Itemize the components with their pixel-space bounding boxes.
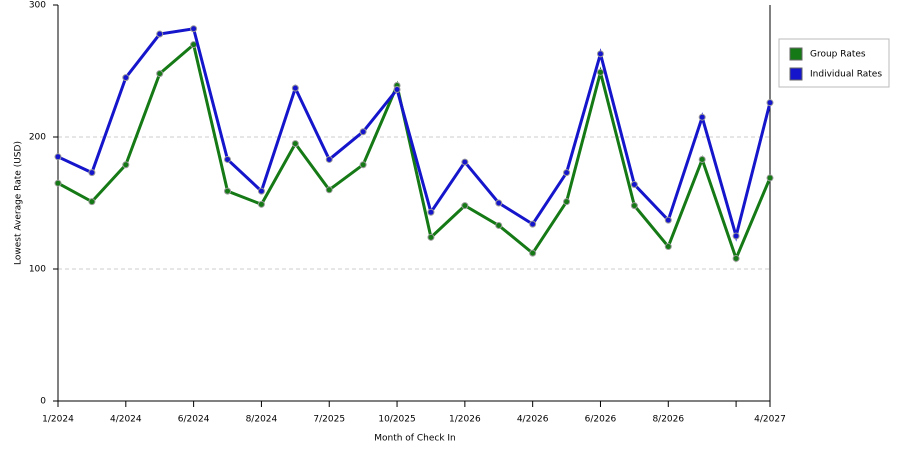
legend-swatch [789, 47, 803, 61]
series-line [57, 41, 772, 263]
x-tick-label: 7/2025 [313, 415, 345, 425]
point [766, 99, 774, 107]
point [291, 140, 299, 148]
point [563, 198, 571, 206]
point [257, 200, 265, 208]
y-tick-label: 300 [29, 1, 46, 11]
x-tick-label: 4/2027 [754, 415, 786, 425]
point [156, 30, 164, 38]
x-tick-label: 1/2024 [42, 415, 74, 425]
y-tick-label: 100 [29, 265, 46, 275]
point [698, 155, 706, 163]
point [88, 169, 96, 177]
point [224, 187, 232, 195]
point [529, 220, 537, 228]
x-tick-label: 4/2024 [110, 415, 142, 425]
point [88, 198, 96, 206]
point [563, 169, 571, 177]
point [766, 174, 774, 182]
point [596, 50, 604, 58]
point [529, 249, 537, 257]
point [495, 199, 503, 207]
point [156, 70, 164, 78]
x-tick-label: 6/2026 [585, 415, 617, 425]
point [698, 113, 706, 121]
legend-swatch [789, 67, 803, 81]
point [359, 128, 367, 136]
point [664, 243, 672, 251]
y-axis-label: Lowest Average Rate (USD) [14, 141, 24, 265]
point [732, 254, 740, 262]
series-line [57, 27, 772, 242]
point [427, 208, 435, 216]
point [122, 74, 130, 82]
point [325, 186, 333, 194]
x-tick-label: 8/2026 [652, 415, 684, 425]
x-axis-label: Month of Check In [374, 434, 456, 444]
point [190, 25, 198, 33]
y-tick-label: 200 [29, 133, 46, 143]
point [427, 233, 435, 241]
x-tick-label: 8/2024 [246, 415, 278, 425]
x-tick-label: 1/2026 [449, 415, 481, 425]
point [630, 181, 638, 189]
x-tick-label: 10/2025 [378, 415, 415, 425]
point [122, 161, 130, 169]
point [461, 158, 469, 166]
point [630, 202, 638, 210]
point [325, 155, 333, 163]
legend-label: Group Rates [810, 50, 866, 60]
point [257, 187, 265, 195]
point [732, 232, 740, 240]
point [664, 216, 672, 224]
point [359, 161, 367, 169]
point [291, 84, 299, 92]
point [54, 179, 62, 187]
point [54, 153, 62, 161]
point [461, 202, 469, 210]
point [393, 85, 401, 93]
x-tick-label: 4/2026 [517, 415, 549, 425]
point [495, 221, 503, 229]
y-tick-label: 0 [40, 397, 46, 407]
point [596, 68, 604, 76]
x-tick-label: 6/2024 [178, 415, 210, 425]
point [224, 155, 232, 163]
legend-label: Individual Rates [810, 70, 882, 80]
